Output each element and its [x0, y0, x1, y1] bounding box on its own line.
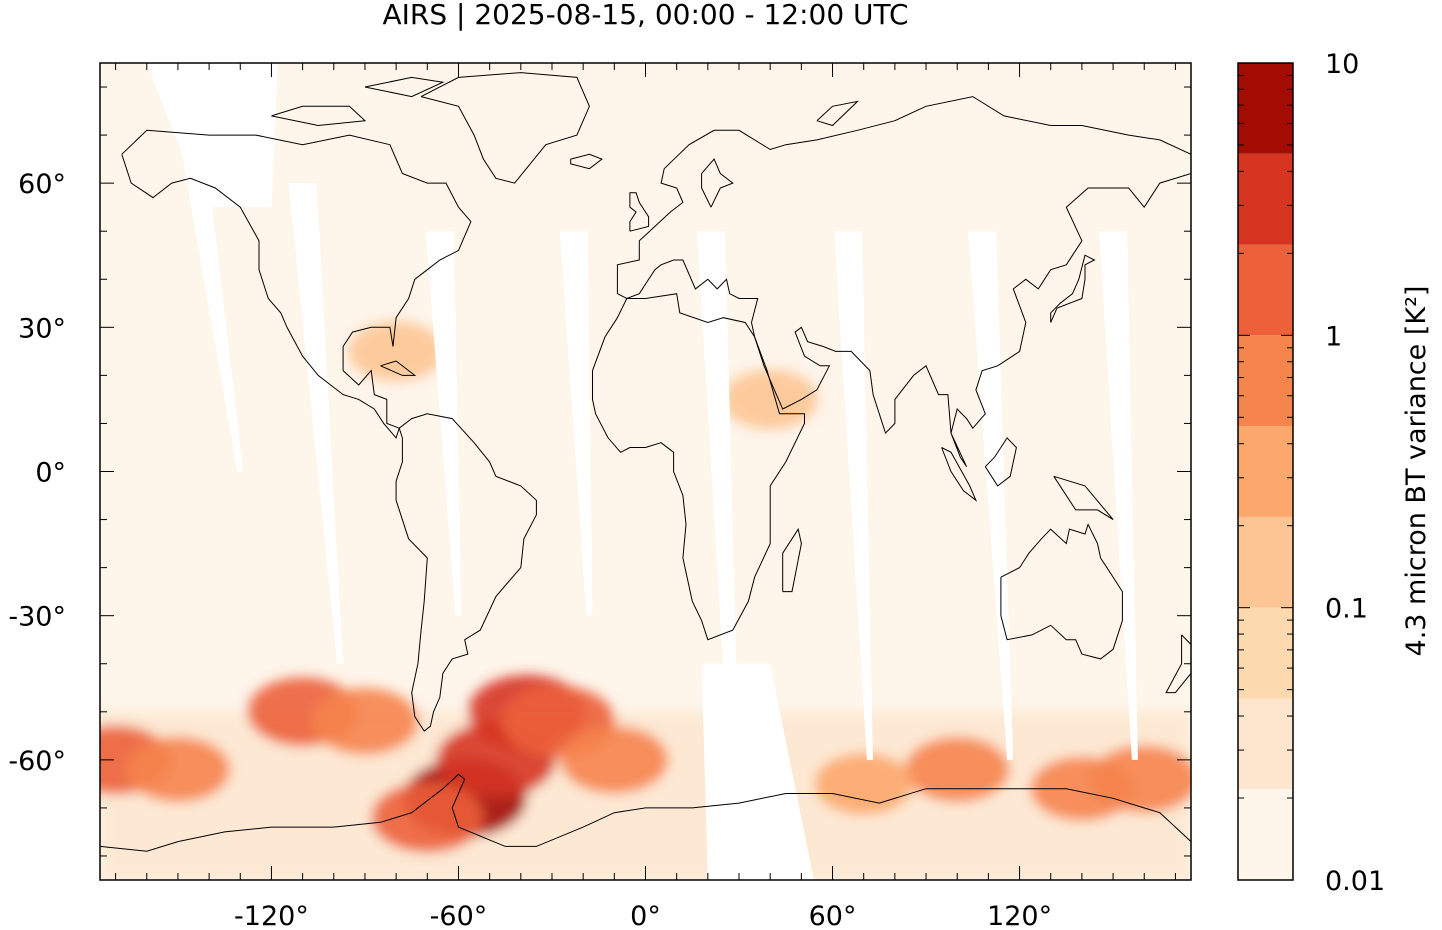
variance-hotspot	[348, 321, 444, 382]
y-tick-label: 60°	[18, 169, 66, 200]
colorbar-band	[1238, 698, 1293, 790]
coastline	[616, 96, 1191, 467]
variance-hotspot	[904, 736, 1010, 803]
swath-gap	[559, 231, 593, 616]
coastline	[380, 360, 417, 376]
variance-hotspot	[1030, 756, 1134, 821]
y-tick-label: -30°	[8, 602, 66, 633]
colorbar-band	[1238, 789, 1293, 880]
coastline	[100, 773, 1191, 852]
x-tick-label: -60°	[430, 901, 488, 930]
variance-hotspot	[311, 687, 419, 755]
coastline	[364, 76, 445, 98]
x-tick-label: -120°	[234, 901, 309, 930]
swath-gaps	[146, 63, 1138, 880]
colorbar: 10 1 0.1 0.01 4.3 micron BT variance [K²]	[1237, 49, 1432, 897]
colorbar-ticks	[1238, 74, 1293, 881]
colorbar-tick-label: 0.1	[1325, 594, 1368, 625]
colorbar-band	[1238, 335, 1293, 427]
coastline	[1053, 475, 1114, 521]
colorbar-frame	[1237, 62, 1294, 881]
y-tick-label: -60°	[8, 746, 66, 777]
colorbar-tick-label: 1	[1325, 321, 1342, 352]
swath-gap	[968, 231, 1014, 760]
swath-gap	[425, 231, 462, 616]
x-tick-label: 60°	[809, 901, 857, 930]
plot-area	[100, 63, 1191, 880]
y-tick-label: 30°	[18, 313, 66, 344]
variance-hotspot	[722, 369, 818, 430]
variance-hotspot	[125, 736, 231, 803]
coastline	[1000, 523, 1123, 660]
coastline	[941, 447, 978, 502]
y-tick-label: 0°	[35, 458, 66, 489]
axis-ticks	[100, 63, 1191, 880]
coastline	[984, 437, 1017, 487]
swath-gap	[170, 87, 244, 472]
coastline	[701, 158, 734, 208]
variance-hotspot	[814, 753, 914, 815]
colorbar-band	[1238, 426, 1293, 517]
coastline	[570, 153, 603, 170]
coastline	[395, 413, 537, 732]
colorbar-band	[1238, 244, 1293, 336]
x-axis-labels: -120° -60° 0° 60° 120°	[234, 901, 1052, 930]
map-title: AIRS | 2025-08-15, 00:00 - 12:00 UTC	[382, 0, 909, 31]
swath-gap	[288, 183, 344, 664]
colorbar-band	[1238, 607, 1293, 699]
swath-gap	[701, 663, 814, 880]
coastline	[816, 100, 860, 127]
swath-gap	[1099, 231, 1138, 760]
colorbar-tick-labels: 10 1 0.1 0.01	[1325, 49, 1385, 897]
colorbar-tick-label: 10	[1325, 49, 1359, 80]
colorbar-bands	[1238, 63, 1293, 880]
x-tick-label: 0°	[630, 901, 661, 930]
coastline	[629, 192, 650, 232]
coastline	[121, 129, 472, 439]
y-axis-labels: 60° 30° 0° -30° -60°	[8, 169, 66, 777]
coastline	[271, 105, 367, 127]
colorbar-tick-label: 0.01	[1325, 866, 1385, 897]
variance-field	[100, 321, 1191, 880]
x-tick-label: 120°	[987, 901, 1052, 930]
coastline	[592, 293, 805, 641]
colorbar-band	[1238, 153, 1293, 245]
coastline	[782, 527, 802, 593]
colorbar-band	[1238, 516, 1293, 608]
colorbar-band	[1238, 63, 1293, 154]
coastline	[1050, 254, 1096, 323]
coastline	[1165, 634, 1191, 694]
coastline	[420, 72, 590, 184]
colorbar-label: 4.3 micron BT variance [K²]	[1401, 286, 1432, 657]
variance-hotspot	[371, 782, 484, 853]
variance-hotspot	[560, 726, 669, 794]
coastlines	[100, 72, 1191, 852]
